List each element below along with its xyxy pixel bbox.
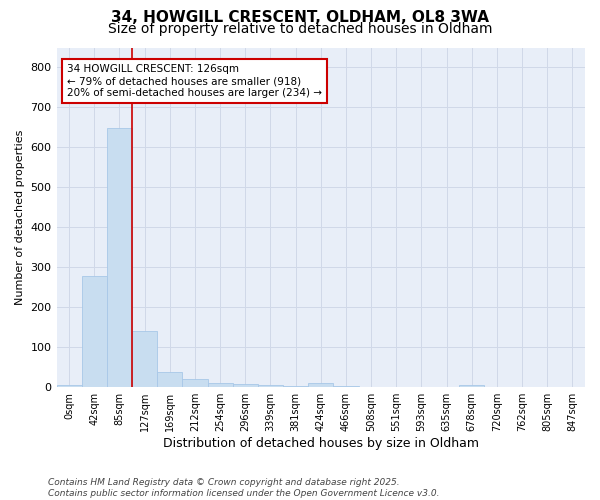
Bar (157, 372, 182, 387)
Bar (107, 128, 132, 387)
Bar (56, 385, 82, 387)
Bar (258, 385, 283, 387)
Text: Contains HM Land Registry data © Crown copyright and database right 2025.
Contai: Contains HM Land Registry data © Crown c… (48, 478, 439, 498)
X-axis label: Distribution of detached houses by size in Oldham: Distribution of detached houses by size … (163, 437, 479, 450)
Bar (208, 383, 233, 387)
Bar (308, 383, 334, 387)
Bar (132, 332, 157, 387)
Bar (459, 385, 484, 387)
Y-axis label: Number of detached properties: Number of detached properties (15, 130, 25, 305)
Bar (233, 384, 258, 387)
Text: 34, HOWGILL CRESCENT, OLDHAM, OL8 3WA: 34, HOWGILL CRESCENT, OLDHAM, OL8 3WA (111, 10, 489, 25)
Text: 34 HOWGILL CRESCENT: 126sqm
← 79% of detached houses are smaller (918)
20% of se: 34 HOWGILL CRESCENT: 126sqm ← 79% of det… (67, 64, 322, 98)
Bar (182, 379, 208, 387)
Bar (82, 276, 107, 387)
Bar (334, 386, 359, 387)
Bar (283, 386, 308, 387)
Text: Size of property relative to detached houses in Oldham: Size of property relative to detached ho… (108, 22, 492, 36)
